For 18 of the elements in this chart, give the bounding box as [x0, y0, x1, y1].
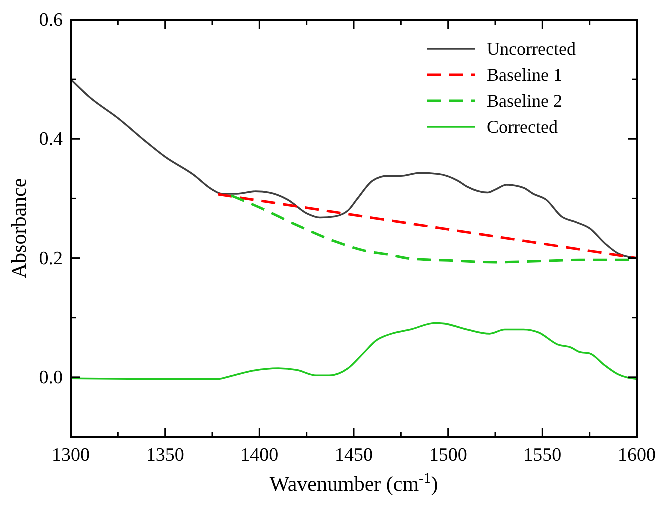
y-tick-label: 0.0 [39, 367, 63, 388]
x-tick-label: 1600 [618, 445, 656, 466]
x-tick-label: 1450 [335, 445, 373, 466]
x-tick-label: 1300 [52, 445, 90, 466]
y-axis-title: Absorbance [7, 178, 31, 279]
x-tick-label: 1550 [524, 445, 562, 466]
x-tick-label: 1350 [146, 445, 184, 466]
y-tick-label: 0.4 [39, 129, 64, 150]
x-tick-label: 1500 [429, 445, 468, 466]
legend-label: Uncorrected [487, 39, 576, 59]
x-axis-title: Wavenumber (cm$^{-1}$) [270, 471, 438, 496]
legend-label: Corrected [487, 117, 558, 137]
legend-label: Baseline 2 [487, 91, 562, 111]
x-tick-label: 1400 [240, 445, 279, 466]
line-series [71, 322, 637, 380]
y-tick-label: 0.2 [39, 248, 63, 270]
legend-label: Baseline 1 [487, 65, 562, 85]
y-tick-label: 0.6 [39, 10, 63, 31]
